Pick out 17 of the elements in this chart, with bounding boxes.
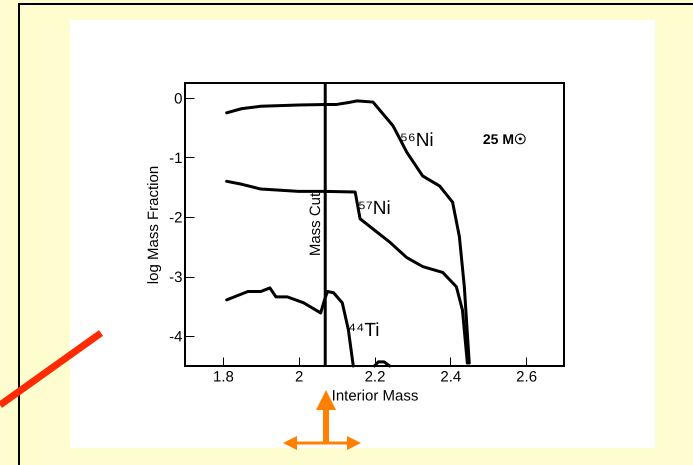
x-axis-title: Interior Mass [332,388,418,404]
x-tick-label: 2.4 [440,368,462,386]
annotation: ⁵⁶Ni [400,130,434,151]
x-tick-label: 2 [295,368,304,386]
y-axis-title: log Mass Fraction [145,166,162,284]
y-tick-label: -2 [169,210,182,227]
y-tick-label: -1 [169,150,182,167]
x-tick-label: 2.6 [516,368,538,386]
ref-line-label: Mass Cut [307,192,324,256]
y-tick-label: 0 [174,90,182,108]
annotation: ⁵⁷Ni [358,198,391,219]
annotation: 25 M☉ [482,131,527,147]
y-tick-label: -4 [169,328,182,346]
x-tick-label: 1.8 [212,368,234,386]
y-tick-label: -3 [169,269,182,286]
annotation: ⁴⁴Ti [348,320,380,341]
x-tick-label: 2.2 [364,368,386,386]
